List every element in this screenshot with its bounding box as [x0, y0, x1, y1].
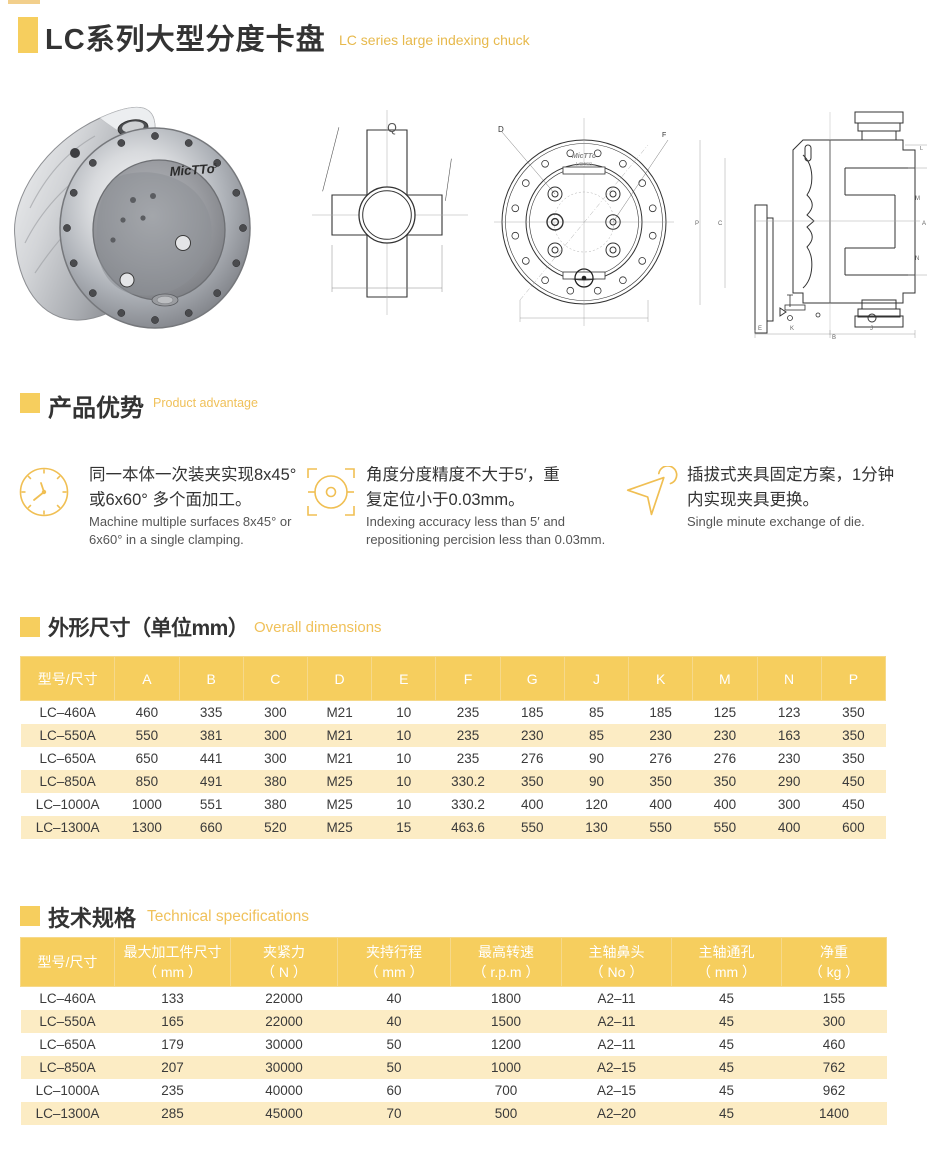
svg-text:K: K — [790, 326, 794, 332]
svg-text:MicTTo: MicTTo — [572, 153, 597, 160]
svg-text:N: N — [915, 256, 919, 262]
svg-text:P: P — [695, 221, 699, 227]
svg-text:L: L — [920, 146, 923, 152]
svg-text:Q: Q — [387, 121, 397, 135]
svg-text:E: E — [758, 326, 762, 332]
svg-text:J: J — [870, 326, 873, 332]
svg-text:F: F — [662, 132, 666, 139]
svg-text:A: A — [922, 221, 926, 227]
svg-text:5: 5 — [213, 163, 217, 170]
svg-text:C: C — [718, 221, 723, 227]
svg-text:D: D — [498, 125, 504, 134]
svg-text:B: B — [832, 335, 836, 340]
svg-text:MicTTo: MicTTo — [169, 161, 215, 179]
svg-text:M: M — [915, 196, 920, 202]
svg-text:LC460: LC460 — [576, 162, 592, 168]
